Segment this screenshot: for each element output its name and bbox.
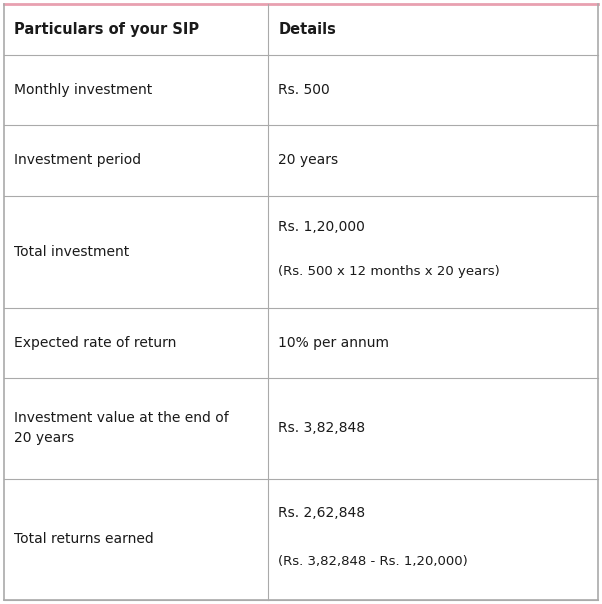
Text: Expected rate of return: Expected rate of return bbox=[14, 336, 176, 350]
Text: 20 years: 20 years bbox=[278, 153, 338, 167]
Text: 10% per annum: 10% per annum bbox=[278, 336, 389, 350]
Text: (Rs. 500 x 12 months x 20 years): (Rs. 500 x 12 months x 20 years) bbox=[278, 265, 500, 278]
Text: Rs. 3,82,848: Rs. 3,82,848 bbox=[278, 421, 365, 435]
Text: Total investment: Total investment bbox=[14, 245, 129, 259]
Text: Particulars of your SIP: Particulars of your SIP bbox=[14, 22, 199, 37]
Text: Monthly investment: Monthly investment bbox=[14, 83, 152, 97]
Text: Rs. 1,20,000: Rs. 1,20,000 bbox=[278, 220, 365, 234]
Text: Investment value at the end of
20 years: Investment value at the end of 20 years bbox=[14, 411, 229, 445]
Text: (Rs. 3,82,848 - Rs. 1,20,000): (Rs. 3,82,848 - Rs. 1,20,000) bbox=[278, 554, 468, 568]
Text: Rs. 500: Rs. 500 bbox=[278, 83, 330, 97]
Text: Total returns earned: Total returns earned bbox=[14, 532, 154, 546]
Text: Rs. 2,62,848: Rs. 2,62,848 bbox=[278, 506, 365, 519]
Text: Investment period: Investment period bbox=[14, 153, 141, 167]
Text: Details: Details bbox=[278, 22, 336, 37]
